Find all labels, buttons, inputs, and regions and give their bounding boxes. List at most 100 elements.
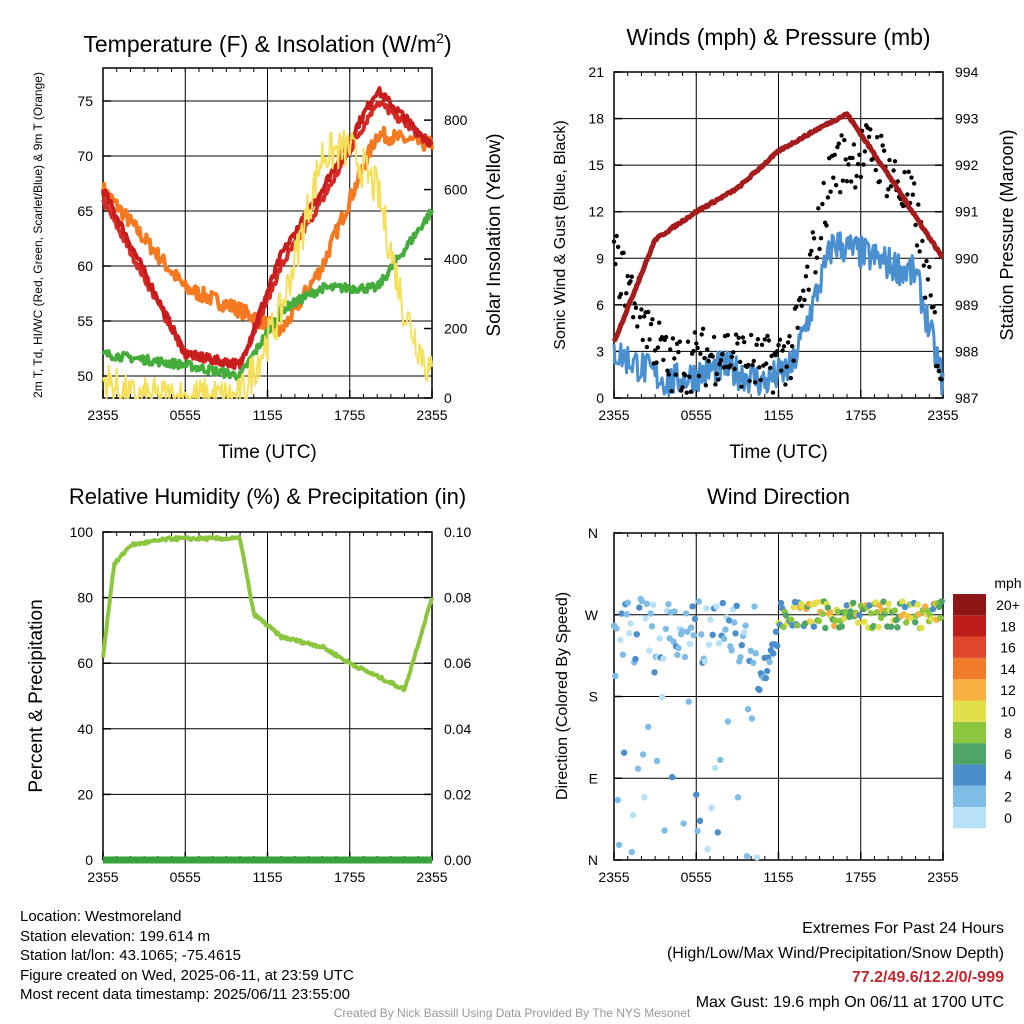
gust-point [692, 330, 698, 335]
gust-point [768, 365, 773, 371]
direction-point [695, 598, 702, 605]
gust-point [787, 334, 792, 339]
x-tick-label: 0555 [170, 869, 201, 885]
y-tick-label: 15 [588, 157, 604, 173]
direction-point [788, 616, 795, 623]
y-tick-label: E [589, 770, 598, 786]
gust-point [732, 366, 737, 372]
y2-tick-label: 200 [444, 321, 468, 337]
y-tick-label: 12 [588, 204, 604, 220]
gust-point [624, 291, 629, 296]
direction-point [642, 615, 649, 622]
direction-point [624, 599, 632, 606]
gust-point [809, 248, 814, 254]
gust-point [713, 382, 718, 387]
extremes-values: 77.2/49.6/12.2/0/-999 [851, 969, 1004, 986]
gust-point [762, 337, 767, 342]
gust-point [770, 390, 776, 395]
direction-point [743, 853, 751, 860]
gust-point [886, 187, 891, 192]
direction-point [824, 604, 832, 611]
direction-point [633, 631, 640, 638]
direction-point [714, 829, 721, 836]
y-tick-label: 60 [77, 258, 93, 274]
station-latlon: Station lat/lon: 43.1065; -75.4615 [20, 947, 242, 965]
direction-point [866, 602, 873, 609]
direction-point [819, 610, 826, 617]
gust-point [853, 185, 858, 190]
series-solar-line [102, 129, 433, 399]
direction-point [623, 611, 630, 618]
direction-point [639, 751, 647, 758]
gust-point [851, 142, 857, 147]
direction-point [707, 616, 714, 623]
y-axis-label: Direction (Colored By Speed) [554, 592, 571, 800]
y2-tick-label: 0.10 [444, 524, 471, 540]
direction-point [763, 667, 771, 675]
y-tick-label: 40 [77, 721, 93, 737]
gust-point [754, 342, 759, 347]
gust-point [614, 233, 619, 239]
gust-point [670, 336, 676, 341]
direction-point [747, 647, 754, 654]
gust-point [813, 270, 818, 275]
gust-point [695, 345, 700, 351]
direction-point [752, 650, 759, 657]
y2-tick-label: 994 [955, 64, 979, 80]
gust-point [750, 362, 755, 368]
gust-point [798, 295, 803, 301]
gust-point [818, 236, 824, 241]
direction-point [856, 612, 863, 619]
gust-point [766, 338, 772, 343]
direction-point [790, 604, 797, 611]
gust-point [717, 362, 722, 367]
y-tick-label: N [588, 525, 598, 541]
gust-point [879, 133, 884, 138]
y2-tick-label: 992 [955, 157, 979, 173]
direction-point [626, 630, 633, 637]
panel-title-humidity: Relative Humidity (%) & Precipitation (i… [69, 484, 466, 509]
direction-point [670, 638, 677, 645]
direction-point [801, 620, 809, 627]
x-tick-label: 2355 [598, 869, 629, 885]
y-tick-label: 0 [596, 390, 604, 406]
direction-point [732, 630, 739, 637]
gust-point [694, 341, 699, 346]
gust-point [706, 358, 711, 364]
direction-point [918, 624, 925, 632]
direction-point [738, 642, 745, 649]
gust-point [916, 202, 921, 207]
direction-point [719, 599, 726, 607]
direction-point [658, 693, 666, 701]
gust-point [705, 347, 710, 352]
direction-point [615, 841, 623, 849]
direction-point [629, 812, 637, 819]
direction-point [815, 617, 823, 625]
series-hi-line [101, 86, 434, 371]
direction-point [903, 619, 910, 626]
gust-point [696, 373, 702, 379]
direction-point [885, 600, 892, 608]
gust-point [821, 180, 826, 186]
station-elevation: Station elevation: 199.614 m [20, 927, 211, 945]
gust-point [637, 315, 643, 320]
gust-point [840, 178, 846, 183]
gust-point [939, 377, 944, 382]
direction-point [704, 846, 711, 853]
direction-point [874, 609, 881, 616]
direction-point [696, 817, 704, 824]
x-tick-label: 1155 [252, 407, 282, 423]
y-tick-label: 60 [77, 655, 93, 671]
gust-point [740, 335, 746, 340]
direction-point [794, 622, 801, 629]
y-tick-label: 70 [77, 148, 93, 164]
y-tick-label: 0 [85, 852, 93, 868]
gust-point [642, 314, 647, 319]
direction-point [681, 653, 689, 661]
direction-point [894, 624, 901, 631]
gust-point [905, 192, 910, 197]
direction-point [846, 613, 853, 621]
y-tick-label: 3 [596, 343, 604, 359]
direction-point [709, 631, 716, 638]
direction-point [891, 607, 899, 614]
